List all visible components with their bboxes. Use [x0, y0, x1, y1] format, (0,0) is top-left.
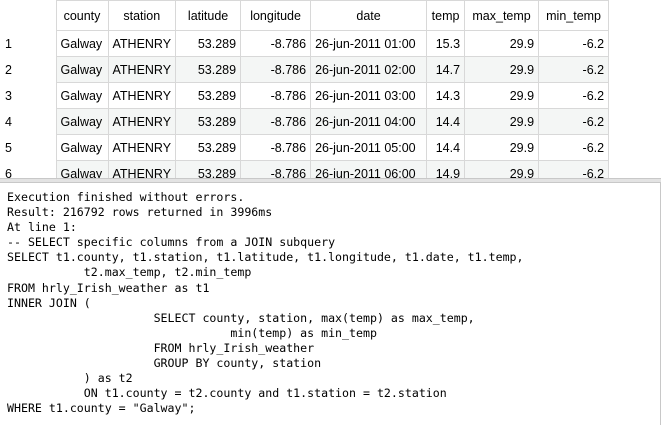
cell-min-temp[interactable]: -6.2 — [538, 30, 610, 57]
cell-temp[interactable]: 14.3 — [426, 82, 466, 109]
cell-longitude[interactable]: -8.786 — [240, 160, 312, 178]
row-number[interactable]: 6 — [0, 160, 57, 178]
cell-temp[interactable]: 14.7 — [426, 56, 466, 83]
row-number[interactable]: 1 — [0, 30, 57, 57]
column-header-latitude[interactable]: latitude — [175, 0, 242, 31]
sql-line: SELECT county, station, max(temp) as max… — [7, 310, 475, 325]
sql-line: ON t1.county = t2.county and t1.station … — [7, 386, 447, 401]
cell-station[interactable]: ATHENRY — [107, 30, 177, 57]
cell-max-temp[interactable]: 29.9 — [464, 160, 540, 178]
cell-longitude[interactable]: -8.786 — [240, 56, 312, 83]
cell-county[interactable]: Galway — [55, 108, 109, 135]
cell-latitude[interactable]: 53.289 — [175, 134, 242, 161]
cell-date[interactable]: 26-jun-2011 03:00 — [310, 82, 428, 109]
results-table: county station latitude longitude date t… — [0, 0, 610, 178]
cell-temp[interactable]: 14.9 — [426, 160, 466, 178]
sql-line: SELECT t1.county, t1.station, t1.latitud… — [7, 250, 524, 265]
cell-latitude[interactable]: 53.289 — [175, 82, 242, 109]
cell-min-temp[interactable]: -6.2 — [538, 134, 610, 161]
cell-temp[interactable]: 15.3 — [426, 30, 466, 57]
cell-min-temp[interactable]: -6.2 — [538, 160, 610, 178]
cell-longitude[interactable]: -8.786 — [240, 134, 312, 161]
cell-station[interactable]: ATHENRY — [107, 134, 177, 161]
table-row[interactable]: 4 Galway ATHENRY 53.289 -8.786 26-jun-20… — [0, 108, 610, 135]
cell-latitude[interactable]: 53.289 — [175, 56, 242, 83]
log-status-line: Execution finished without errors. — [7, 190, 245, 204]
cell-latitude[interactable]: 53.289 — [175, 108, 242, 135]
sql-line: FROM hrly_Irish_weather as t1 — [7, 280, 210, 295]
sql-comment-line: -- SELECT specific columns from a JOIN s… — [7, 235, 336, 250]
table-row[interactable]: 6 Galway ATHENRY 53.289 -8.786 26-jun-20… — [0, 160, 610, 178]
header-row: county station latitude longitude date t… — [0, 0, 610, 31]
cell-date[interactable]: 26-jun-2011 01:00 — [310, 30, 428, 57]
cell-temp[interactable]: 14.4 — [426, 108, 466, 135]
cell-station[interactable]: ATHENRY — [107, 160, 177, 178]
row-number[interactable]: 2 — [0, 56, 57, 83]
column-header-county[interactable]: county — [55, 0, 109, 31]
cell-min-temp[interactable]: -6.2 — [538, 56, 610, 83]
execution-log-pane[interactable]: Execution finished without errors. Resul… — [0, 183, 661, 425]
cell-longitude[interactable]: -8.786 — [240, 30, 312, 57]
cell-max-temp[interactable]: 29.9 — [464, 56, 540, 83]
cell-county[interactable]: Galway — [55, 160, 109, 178]
results-grid[interactable]: county station latitude longitude date t… — [0, 0, 661, 178]
table-row[interactable]: 2 Galway ATHENRY 53.289 -8.786 26-jun-20… — [0, 56, 610, 83]
row-number[interactable]: 5 — [0, 134, 57, 161]
cell-station[interactable]: ATHENRY — [107, 56, 177, 83]
sql-line: t2.max_temp, t2.min_temp — [7, 265, 252, 280]
cell-date[interactable]: 26-jun-2011 02:00 — [310, 56, 428, 83]
log-position-line: At line 1: — [7, 220, 77, 235]
sql-line: INNER JOIN ( — [7, 295, 91, 310]
cell-min-temp[interactable]: -6.2 — [538, 82, 610, 109]
cell-date[interactable]: 26-jun-2011 06:00 — [310, 160, 428, 178]
cell-date[interactable]: 26-jun-2011 05:00 — [310, 134, 428, 161]
cell-county[interactable]: Galway — [55, 82, 109, 109]
row-number-header — [0, 0, 56, 31]
cell-county[interactable]: Galway — [55, 30, 109, 57]
table-row[interactable]: 5 Galway ATHENRY 53.289 -8.786 26-jun-20… — [0, 134, 610, 161]
cell-latitude[interactable]: 53.289 — [175, 30, 242, 57]
column-header-date[interactable]: date — [310, 0, 428, 31]
cell-max-temp[interactable]: 29.9 — [464, 134, 540, 161]
cell-longitude[interactable]: -8.786 — [240, 108, 312, 135]
cell-latitude[interactable]: 53.289 — [175, 160, 242, 178]
cell-min-temp[interactable]: -6.2 — [538, 108, 610, 135]
sql-line: WHERE t1.county = "Galway"; — [7, 401, 196, 416]
sql-line: GROUP BY county, station — [7, 356, 322, 371]
row-number[interactable]: 4 — [0, 108, 57, 135]
column-header-min-temp[interactable]: min_temp — [538, 0, 610, 31]
cell-max-temp[interactable]: 29.9 — [464, 30, 540, 57]
pane-splitter[interactable] — [0, 178, 661, 183]
cell-station[interactable]: ATHENRY — [107, 82, 177, 109]
row-number[interactable]: 3 — [0, 82, 57, 109]
sql-line: ) as t2 — [7, 371, 133, 386]
table-row[interactable]: 1 Galway ATHENRY 53.289 -8.786 26-jun-20… — [0, 30, 610, 57]
sql-line: FROM hrly_Irish_weather — [7, 340, 315, 355]
log-result-line: Result: 216792 rows returned in 3996ms — [7, 205, 273, 220]
cell-max-temp[interactable]: 29.9 — [464, 108, 540, 135]
column-header-station[interactable]: station — [107, 0, 177, 31]
cell-max-temp[interactable]: 29.9 — [464, 82, 540, 109]
column-header-longitude[interactable]: longitude — [240, 0, 312, 31]
cell-date[interactable]: 26-jun-2011 04:00 — [310, 108, 428, 135]
sql-line: min(temp) as min_temp — [7, 325, 377, 340]
column-header-max-temp[interactable]: max_temp — [464, 0, 540, 31]
cell-temp[interactable]: 14.4 — [426, 134, 466, 161]
column-header-temp[interactable]: temp — [426, 0, 466, 31]
cell-station[interactable]: ATHENRY — [107, 108, 177, 135]
cell-county[interactable]: Galway — [55, 56, 109, 83]
cell-longitude[interactable]: -8.786 — [240, 82, 312, 109]
table-row[interactable]: 3 Galway ATHENRY 53.289 -8.786 26-jun-20… — [0, 82, 610, 109]
cell-county[interactable]: Galway — [55, 134, 109, 161]
